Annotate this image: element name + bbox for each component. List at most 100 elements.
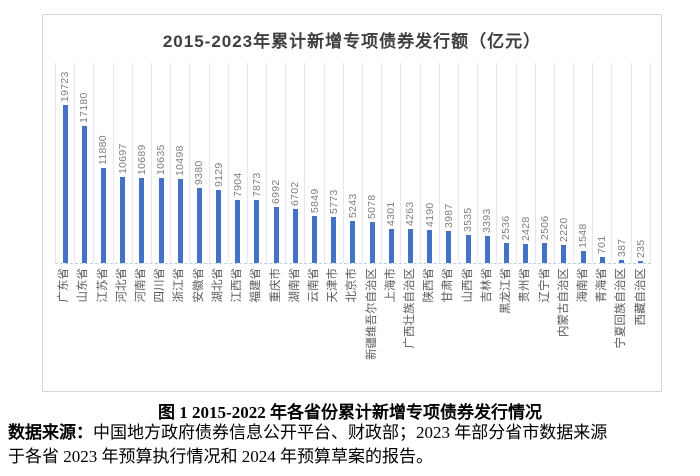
x-axis-cell: 辽宁省 xyxy=(535,263,554,387)
x-axis-label: 吉林省 xyxy=(480,268,493,303)
bar-甘肃省 xyxy=(446,231,452,263)
x-axis-cell: 江西省 xyxy=(228,263,247,387)
chart-column: 235 xyxy=(632,63,651,263)
bar-天津市 xyxy=(331,216,337,263)
bar-河南省 xyxy=(139,177,145,263)
chart-title: 2015-2023年累计新增专项债券发行额（亿元） xyxy=(162,32,542,51)
x-axis-cell: 上海市 xyxy=(382,263,401,387)
chart-column: 6992 xyxy=(267,63,287,263)
x-axis-cell: 山东省 xyxy=(74,263,93,387)
x-axis-label: 江苏省 xyxy=(96,268,109,303)
chart-column: 10697 xyxy=(114,63,133,263)
x-axis-labels: 广东省 山东省 江苏省 河北省 河南省 四川省 浙江省 安徽省 湖北省 江西省 福建省 重庆市 湖南省云… xyxy=(55,263,651,387)
bar-湖南省 xyxy=(292,209,298,263)
x-axis-cell: 新疆维吾尔自治区 xyxy=(363,263,382,387)
bar-value-label: 2220 xyxy=(557,217,570,243)
bar-陕西省 xyxy=(427,229,433,263)
x-axis-label: 江西省 xyxy=(231,268,244,303)
x-axis-label: 河南省 xyxy=(134,268,147,303)
data-source-text: 中国地方政府债券信息公开平台、财政部；2023 年部分省市数据来源 于各省 20… xyxy=(8,423,608,467)
bar-value-label: 2506 xyxy=(538,215,551,240)
x-axis-cell: 吉林省 xyxy=(478,263,497,387)
chart-column: 6702 xyxy=(286,63,306,263)
bar-北京市 xyxy=(350,221,356,263)
x-axis-cell: 广西壮族自治区 xyxy=(401,263,420,387)
bar-value-label: 6702 xyxy=(289,181,302,207)
chart-column: 17180 xyxy=(75,63,95,263)
x-axis-label: 甘肃省 xyxy=(442,268,455,303)
chart-column: 2220 xyxy=(555,63,575,263)
bar-value-label: 3393 xyxy=(481,208,494,233)
bar-value-label: 5849 xyxy=(308,188,321,214)
chart-column: 1548 xyxy=(574,63,594,263)
x-axis-label: 湖北省 xyxy=(211,268,224,303)
data-source-label: 数据来源： xyxy=(8,423,93,442)
chart-column: 4190 xyxy=(421,63,440,263)
x-axis-cell: 西藏自治区 xyxy=(632,263,651,387)
x-axis-label: 山东省 xyxy=(77,268,90,303)
bar-贵州省 xyxy=(523,243,529,263)
bar-value-label: 6992 xyxy=(270,179,283,205)
chart-column: 3535 xyxy=(459,63,479,263)
bar-value-label: 5773 xyxy=(327,189,340,214)
bar-广西壮族自治区 xyxy=(407,228,413,263)
x-axis-cell: 安徽省 xyxy=(190,263,209,387)
x-axis-label: 新疆维吾尔自治区 xyxy=(365,268,378,360)
chart-column: 4301 xyxy=(382,63,402,263)
bar-value-label: 19723 xyxy=(59,71,72,103)
chart-column: 5243 xyxy=(344,63,363,263)
bar-内蒙古自治区 xyxy=(561,245,567,263)
x-axis-cell: 山西省 xyxy=(459,263,478,387)
bar-value-label: 4190 xyxy=(423,201,436,227)
chart-column: 3393 xyxy=(478,63,498,263)
x-axis-label: 陕西省 xyxy=(423,268,436,303)
chart-column: 9380 xyxy=(190,63,210,263)
bar-value-label: 1548 xyxy=(577,223,590,248)
chart-column: 10635 xyxy=(152,63,172,263)
plot-area: 19723 17180 11880 10697 10689 10635 10498 9380 9… xyxy=(55,63,651,264)
x-axis-cell: 江苏省 xyxy=(93,263,112,387)
bar-云南省 xyxy=(312,216,318,263)
x-axis-label: 上海市 xyxy=(384,268,397,303)
bar-山东省 xyxy=(81,125,87,263)
x-axis-cell: 河南省 xyxy=(132,263,151,387)
bar-value-label: 4263 xyxy=(404,201,417,226)
x-axis-cell: 天津市 xyxy=(324,263,343,387)
bar-湖北省 xyxy=(216,190,222,263)
bar-value-label: 7873 xyxy=(250,172,263,197)
bar-辽宁省 xyxy=(542,243,548,263)
bar-福建省 xyxy=(254,200,260,263)
bar-value-label: 11880 xyxy=(97,135,110,165)
x-axis-cell: 陕西省 xyxy=(420,263,439,387)
chart-column: 19723 xyxy=(55,63,76,263)
bar-value-label: 4301 xyxy=(385,201,398,226)
bar-海南省 xyxy=(580,250,586,263)
chart-column: 2428 xyxy=(517,63,536,263)
bar-四川省 xyxy=(158,177,164,263)
figure-caption: 图 1 2015-2022 年各省份累计新增专项债券发行情况 xyxy=(158,403,542,422)
x-axis-label: 北京市 xyxy=(346,268,359,303)
bar-value-label: 9380 xyxy=(193,160,206,185)
x-axis-label: 贵州省 xyxy=(519,268,532,303)
bar-value-label: 3535 xyxy=(462,207,475,232)
x-axis-label: 湖南省 xyxy=(288,268,301,303)
chart-column: 7904 xyxy=(229,63,248,263)
bar-广东省 xyxy=(62,105,68,263)
bar-value-label: 2536 xyxy=(500,215,513,240)
bar-value-label: 10635 xyxy=(155,144,168,175)
chart-column: 2536 xyxy=(497,63,517,263)
chart-column: 5849 xyxy=(305,63,325,263)
x-axis-label: 浙江省 xyxy=(173,268,186,303)
bar-吉林省 xyxy=(484,235,490,263)
bar-江苏省 xyxy=(100,168,106,263)
bar-value-label: 387 xyxy=(615,238,628,257)
chart-column: 387 xyxy=(612,63,632,263)
x-axis-label: 河北省 xyxy=(115,268,128,303)
data-source-paragraph: 数据来源：中国地方政府债券信息公开平台、财政部；2023 年部分省市数据来源 于… xyxy=(8,421,668,469)
bar-value-label: 10689 xyxy=(135,143,148,175)
x-axis-cell: 湖北省 xyxy=(209,263,228,387)
x-axis-cell: 青海省 xyxy=(593,263,612,387)
bar-value-label: 9129 xyxy=(212,162,225,187)
bar-value-label: 2428 xyxy=(519,216,532,241)
bar-value-label: 235 xyxy=(634,239,647,259)
